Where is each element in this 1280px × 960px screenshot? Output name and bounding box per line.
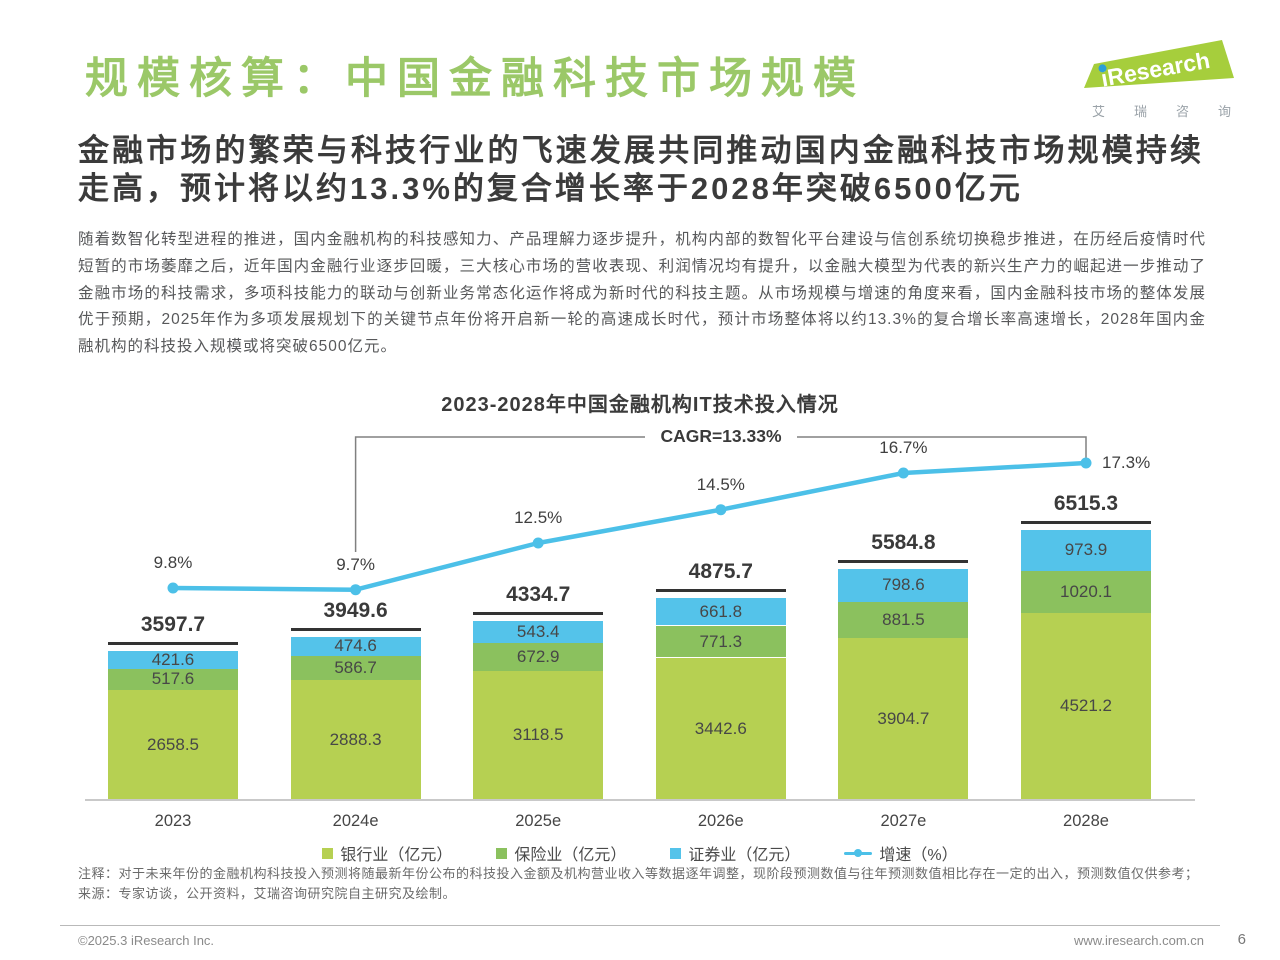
logo-i-dot-icon [1098, 64, 1107, 73]
bar-segment-bank [108, 689, 238, 800]
growth-rate-label: 9.7% [336, 554, 375, 574]
securities-value-label: 798.6 [882, 575, 925, 595]
bar-segment-bank [838, 638, 969, 800]
total-value-label: 3949.6 [323, 598, 388, 622]
body-paragraph: 随着数智化转型进程的推进，国内金融机构的科技感知力、产品理解力逐步提升，机构内部… [78, 231, 1206, 356]
growth-line-point [167, 582, 179, 594]
total-underline [838, 559, 969, 563]
insurance-value-label: 672.9 [516, 647, 560, 666]
x-axis-label: 2028e [1063, 812, 1109, 830]
growth-rate-label: 16.7% [879, 438, 928, 457]
legend-item: 增速（%） [844, 841, 958, 865]
legend-item: 银行业（亿元） [322, 841, 452, 865]
legend-growth-label: 增速（%） [879, 847, 958, 864]
legend-line-marker-icon [844, 847, 873, 859]
total-value-label: 4334.7 [506, 582, 571, 606]
legend-series-1-label: 保险业（亿元） [514, 847, 627, 864]
footer-page-number: 6 [1237, 931, 1246, 948]
footer-divider [60, 925, 1220, 926]
note-annotation: 注释：对于未来年份的金融机构科技投入预测将随最新年份公布的科技投入金额及机构营业… [78, 866, 1199, 881]
bar-segment-insurance [108, 668, 238, 690]
total-value-label: 5584.8 [871, 530, 936, 554]
legend-item: 证券业（亿元） [670, 841, 800, 865]
iresearch-logo-icon: iResearch [1084, 40, 1234, 92]
x-axis-label: 2024e [332, 812, 379, 830]
bar-segment-bank [1021, 612, 1151, 800]
insurance-value-label: 1020.1 [1060, 581, 1112, 601]
chart-notes: 注释：对于未来年份的金融机构科技投入预测将随最新年份公布的科技投入金额及机构营业… [78, 864, 1200, 903]
legend-series-0-label: 银行业（亿元） [340, 847, 453, 864]
growth-line-and-bracket [167, 436, 1092, 596]
bar-segment-bank [473, 670, 604, 800]
securities-value-label: 474.6 [334, 636, 377, 656]
bar-segment-securities [473, 620, 604, 643]
footer-website: www.iresearch.com.cn [1073, 933, 1204, 948]
page-title: 规模核算：中国金融科技市场规模 [85, 55, 865, 103]
bank-value-label: 2658.5 [147, 735, 199, 754]
x-axis-label: 2025e [515, 812, 562, 830]
bar-segment-bank [290, 680, 421, 800]
total-value-label: 6515.3 [1053, 492, 1119, 516]
growth-line-point [532, 537, 544, 549]
bar-segment-securities [290, 636, 421, 657]
legend-item: 保险业（亿元） [496, 841, 626, 865]
legend-swatch-icon [670, 847, 682, 859]
bar-segment-insurance [655, 625, 786, 658]
growth-line-point [1080, 457, 1092, 469]
bar-segment-bank [655, 657, 786, 800]
bank-value-label: 2888.3 [329, 730, 382, 750]
x-axis-label: 2026e [697, 812, 744, 830]
growth-rate-label: 9.8% [153, 553, 193, 572]
footer-copyright: ©2025.3 iResearch Inc. [78, 933, 215, 948]
bar-segment-insurance [838, 601, 969, 639]
growth-line-point [715, 504, 727, 516]
iresearch-logo: iResearch 艾瑞咨询 [1082, 36, 1242, 120]
bar-segment-securities [108, 651, 238, 669]
growth-rate-label: 12.5% [514, 508, 563, 527]
total-underline [108, 642, 238, 646]
chart-area: CAGR=13.33% 2658.5 517.6 421.6 3597.7 2023 9.8… [85, 420, 1195, 830]
cagr-annotation: CAGR=13.33% [660, 426, 782, 446]
total-value-label: 4875.7 [688, 560, 753, 584]
securities-value-label: 973.9 [1064, 540, 1108, 560]
x-axis-label: 2023 [154, 812, 192, 830]
bank-value-label: 3118.5 [512, 725, 564, 745]
bar-segment-securities [838, 568, 969, 602]
bank-value-label: 3904.7 [877, 709, 930, 729]
securities-value-label: 543.4 [516, 621, 560, 641]
legend-swatch-icon [496, 847, 508, 859]
page-subtitle: 金融市场的繁荣与科技行业的飞速发展共同推动国内金融科技市场规模持续走高，预计将以… [78, 133, 1204, 206]
insurance-value-label: 517.6 [151, 669, 195, 689]
legend-series-2-label: 证券业（亿元） [688, 847, 801, 864]
insurance-value-label: 586.7 [334, 658, 377, 678]
total-underline [1021, 521, 1151, 525]
growth-rate-label: 14.5% [696, 474, 745, 494]
note-source: 来源：专家访谈，公开资料，艾瑞咨询研究院自主研究及绘制。 [78, 885, 457, 901]
x-axis-line [85, 799, 1195, 801]
bar-segment-securities [1021, 530, 1151, 571]
total-underline [473, 611, 604, 615]
insurance-value-label: 881.5 [882, 610, 925, 630]
x-axis-label: 2027e [880, 812, 927, 830]
bar-segment-insurance [290, 656, 421, 681]
total-value-label: 3597.7 [140, 613, 206, 637]
bank-value-label: 4521.2 [1060, 696, 1112, 716]
securities-value-label: 661.8 [699, 601, 743, 621]
growth-line-point [897, 467, 909, 479]
securities-value-label: 421.6 [151, 649, 195, 669]
bar-segment-securities [655, 598, 786, 626]
bar-segment-insurance [473, 643, 604, 671]
chart-title: 2023-2028年中国金融机构IT技术投入情况 [441, 394, 839, 416]
logo-chinese-name: 艾瑞咨询 [1092, 104, 1261, 119]
insurance-value-label: 771.3 [699, 631, 743, 651]
chart-legend: 银行业（亿元） 保险业（亿元） 证券业（亿元） 增速（%） [85, 841, 1195, 865]
total-underline [290, 627, 421, 631]
total-underline [655, 589, 786, 593]
legend-swatch-icon [322, 847, 334, 859]
growth-rate-label: 17.3% [1102, 453, 1151, 472]
bar-segment-insurance [1021, 570, 1151, 613]
growth-line-point [350, 584, 362, 596]
bank-value-label: 3442.6 [694, 718, 747, 738]
